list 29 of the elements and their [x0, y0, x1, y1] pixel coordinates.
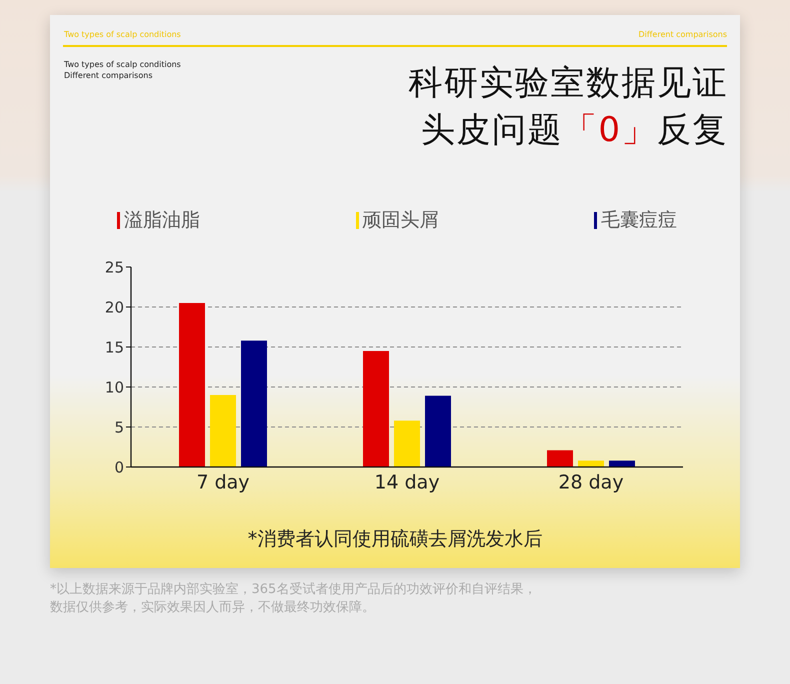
y-tick-label: 25 — [104, 258, 124, 276]
text: Two types of scalp conditions — [64, 30, 181, 39]
chart-title: 科研实验室数据见证 — [408, 62, 728, 105]
y-tick-label: 20 — [104, 298, 124, 316]
text: Different comparisons — [64, 71, 152, 80]
bar — [363, 351, 389, 467]
bar — [179, 303, 205, 467]
bar — [547, 450, 573, 467]
legend-label: 毛囊痘痘 — [601, 208, 677, 233]
legend-label: 溢脂油脂 — [124, 208, 200, 233]
text: Two types of scalp conditions — [64, 60, 181, 69]
bar — [578, 460, 604, 467]
legend-label: 顽固头屑 — [362, 208, 438, 233]
text: *以上数据来源于品牌内部实验室，365名受试者使用产品后的功效评价和自评结果，数据仅供参考，实际效果因人而异，不做最终功效保障。 — [50, 581, 538, 617]
text: Different comparisons — [638, 30, 727, 39]
bar — [394, 420, 420, 467]
y-tick-label: 5 — [114, 418, 124, 436]
bar — [241, 340, 267, 467]
bar — [425, 396, 451, 467]
y-tick-label: 10 — [104, 378, 124, 396]
chart-subtitle: 头皮问题「0」反复 — [420, 110, 728, 150]
y-tick-label: 0 — [114, 458, 124, 476]
x-tick-label: 7 day — [196, 471, 250, 494]
x-tick-label: 14 day — [374, 471, 440, 494]
y-tick-label: 15 — [104, 338, 124, 356]
bar — [609, 460, 635, 467]
text: *消费者认同使用硫磺去屑洗发水后 — [246, 527, 544, 552]
x-tick-label: 28 day — [558, 471, 624, 494]
bar — [210, 395, 236, 467]
